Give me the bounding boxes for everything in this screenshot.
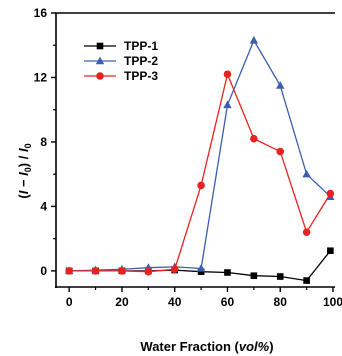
data-point xyxy=(327,247,334,255)
y-axis-title-i: I xyxy=(16,190,31,194)
legend-label: TPP-2 xyxy=(124,54,158,68)
y-axis-title-i0: I xyxy=(16,172,31,176)
data-point xyxy=(302,228,311,236)
series-line xyxy=(69,250,331,282)
legend-marker xyxy=(96,42,104,50)
data-point xyxy=(326,189,335,198)
series-tpp-2 xyxy=(64,36,335,275)
y-axis-title-sub0: 0 xyxy=(23,167,33,172)
data-point xyxy=(276,273,284,280)
data-point xyxy=(223,70,232,79)
data-point xyxy=(303,277,310,284)
data-point xyxy=(276,81,285,89)
x-tick-label: 40 xyxy=(168,295,182,309)
series-line xyxy=(69,72,331,273)
y-axis-title-slash: / xyxy=(16,152,31,163)
y-axis-title: (I − I0) / I0 xyxy=(16,143,33,198)
data-point xyxy=(91,267,100,275)
series-tpp-3 xyxy=(65,70,335,276)
data-point xyxy=(197,268,205,275)
x-tick-label: 60 xyxy=(221,295,235,309)
y-tick-label: 4 xyxy=(40,199,47,213)
legend-label: TPP-1 xyxy=(124,39,158,53)
y-axis-title-close: ) xyxy=(16,163,31,167)
legend-marker xyxy=(95,56,105,65)
x-axis-title: Water Fraction (vol%) xyxy=(140,339,273,354)
y-tick-label: 12 xyxy=(34,70,48,84)
data-point xyxy=(65,267,73,275)
legend-entry-tpp-2: TPP-2 xyxy=(84,54,158,68)
data-point xyxy=(197,181,205,190)
ticks: 0 20 40 60 80 100 0 4 8 12 16 xyxy=(34,6,342,309)
data-point xyxy=(224,269,231,276)
legend-label: TPP-3 xyxy=(124,69,158,83)
legend-entry-tpp-3: TPP-3 xyxy=(84,69,158,83)
data-point xyxy=(170,265,179,274)
legend-marker xyxy=(96,72,104,80)
data-point xyxy=(144,267,153,276)
x-tick-label: 0 xyxy=(66,295,73,309)
y-axis-title-i0b: I xyxy=(16,148,31,152)
data-point xyxy=(249,36,259,44)
x-axis-title-prefix: Water Fraction ( xyxy=(140,339,239,354)
y-axis-title-minus: − xyxy=(16,176,31,191)
series-line xyxy=(69,38,331,272)
data-point xyxy=(250,134,258,143)
data-point xyxy=(250,272,258,280)
series-layer xyxy=(64,36,335,284)
legend-entry-tpp-1: TPP-1 xyxy=(84,39,158,53)
x-tick-label: 80 xyxy=(274,295,288,309)
y-axis-title-open: ( xyxy=(16,194,31,199)
data-point xyxy=(118,267,126,275)
x-tick-label: 20 xyxy=(115,295,129,309)
data-point xyxy=(196,264,206,272)
y-tick-label: 16 xyxy=(34,6,48,20)
x-axis-title-suffix: ) xyxy=(269,339,273,354)
axes xyxy=(55,12,335,288)
x-axis-title-unit: vol% xyxy=(239,339,270,354)
y-tick-label: 0 xyxy=(40,264,47,278)
series-tpp-1 xyxy=(65,247,334,284)
y-tick-label: 8 xyxy=(40,135,47,149)
y-axis-title-sub0b: 0 xyxy=(23,143,33,148)
data-point xyxy=(223,100,232,109)
x-tick-label: 100 xyxy=(323,295,342,309)
data-point xyxy=(276,147,285,156)
data-point xyxy=(302,169,311,178)
